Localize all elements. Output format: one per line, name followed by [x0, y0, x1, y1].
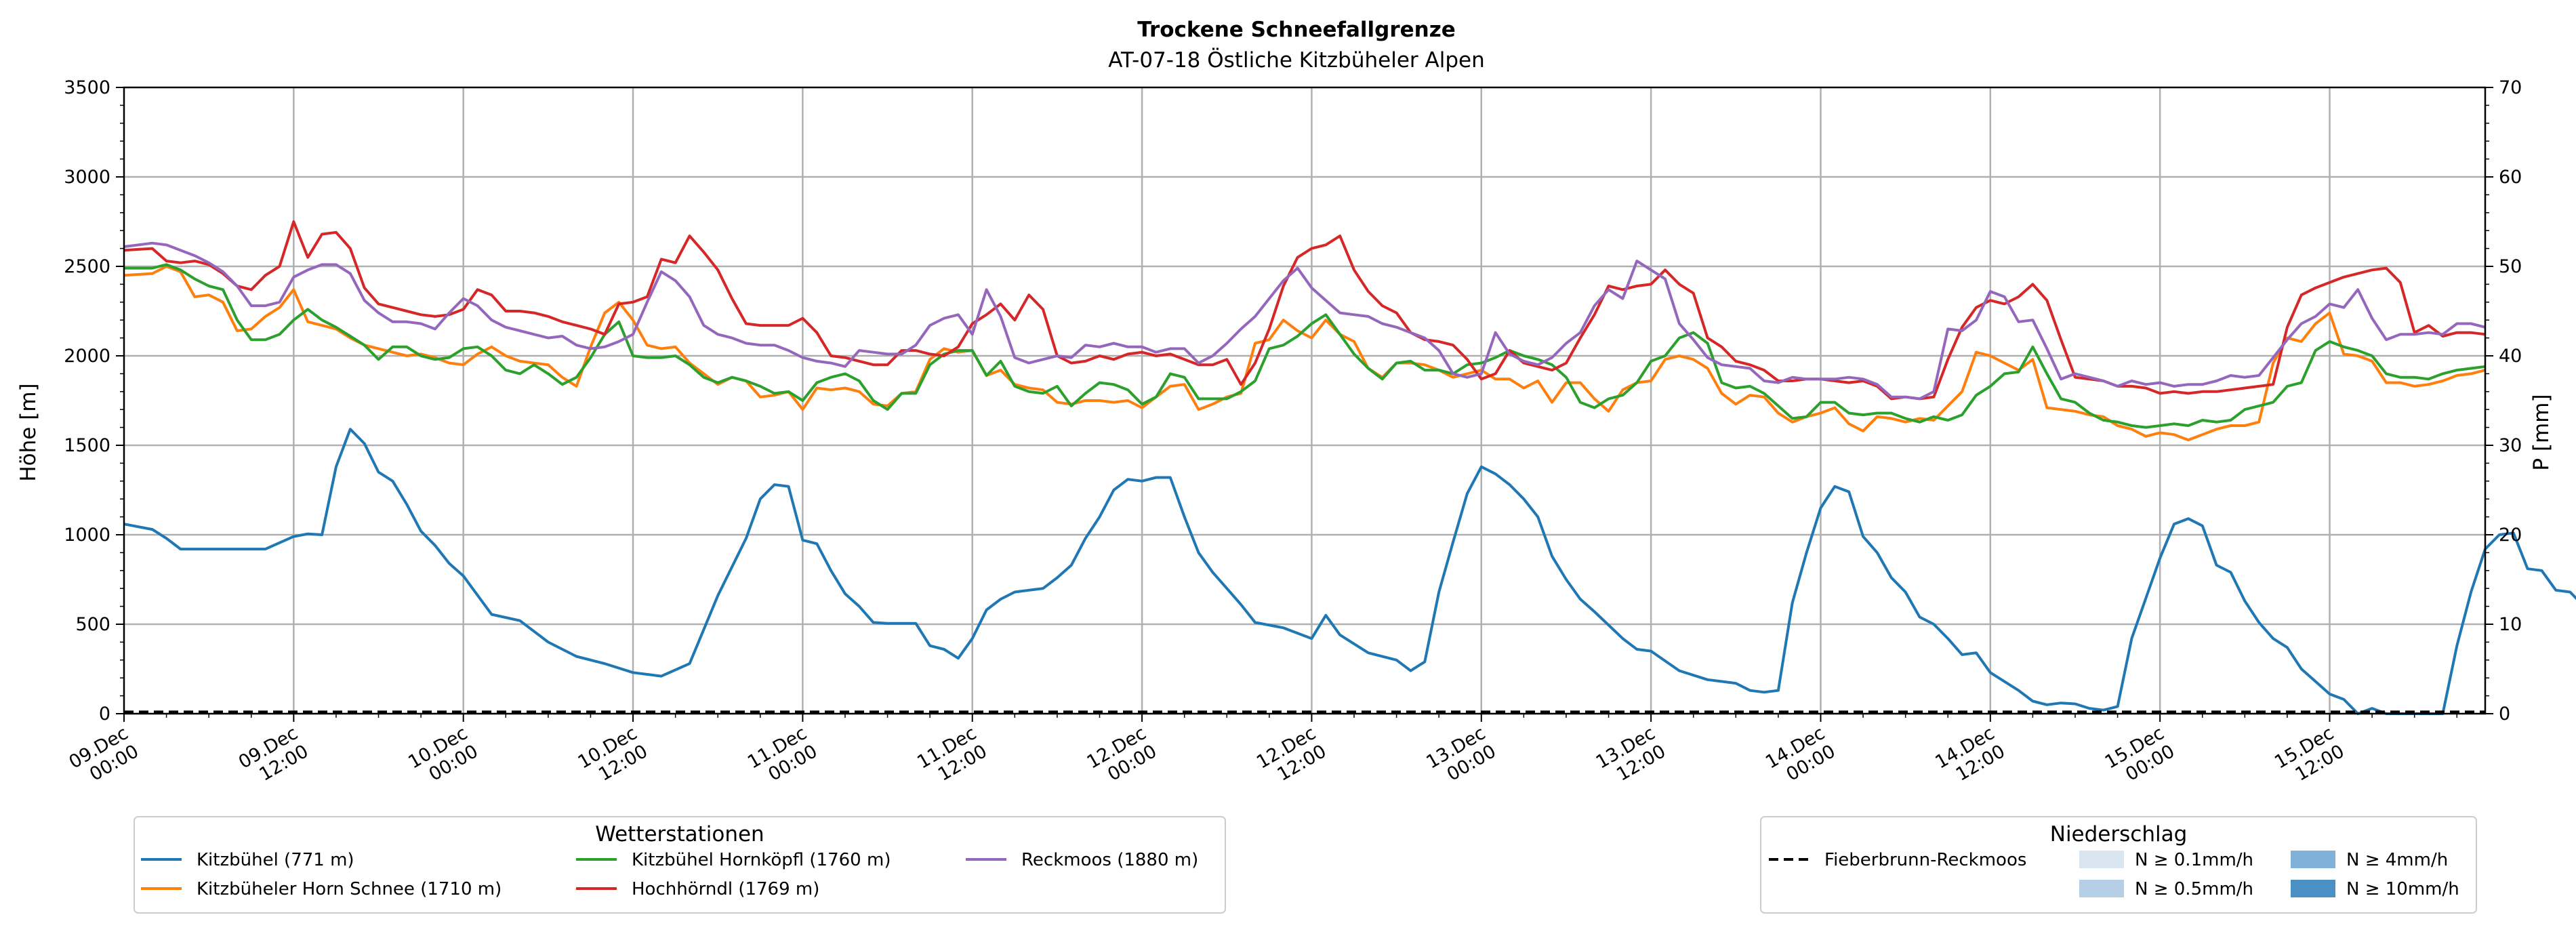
x-tick-label: 15.Dec12:00 — [2271, 723, 2348, 791]
legend-precip-label: N ≥ 0.1mm/h — [2135, 850, 2253, 870]
x-tick-label: 11.Dec12:00 — [914, 723, 990, 791]
legend-swatch — [2291, 851, 2335, 868]
y-tick-label: 3500 — [64, 77, 110, 98]
legend-precip-label: N ≥ 10mm/h — [2346, 879, 2459, 899]
series-line-kitzb-heler-horn-schnee-1710-m — [123, 265, 2486, 442]
x-tick-label: 10.Dec12:00 — [575, 723, 651, 791]
x-tick-label: 09.Dec12:00 — [235, 723, 312, 791]
x-tick-label: 14.Dec00:00 — [1762, 723, 1839, 791]
legend-precip-title: Niederschlag — [2050, 822, 2188, 847]
y-right-tick-label: 70 — [2499, 77, 2522, 98]
y-right-tick-label: 0 — [2499, 704, 2510, 725]
legend-stations-label: Kitzbühel (771 m) — [197, 850, 354, 870]
legend-precip-label: Fieberbrunn-Reckmoos — [1824, 850, 2026, 870]
chart-subtitle: AT-07-18 Östliche Kitzbüheler Alpen — [1108, 47, 1484, 73]
y-tick-label: 1500 — [64, 435, 110, 456]
legend-stations: Wetterstationen Kitzbühel (771 m) Kitzbühe… — [134, 816, 1226, 914]
x-tick-label: 13.Dec00:00 — [1423, 723, 1499, 791]
legend-stations-frame — [134, 816, 1226, 914]
y-right-tick-label: 50 — [2499, 256, 2522, 277]
y-tick-label: 500 — [75, 614, 110, 635]
x-tick-label: 15.Dec00:00 — [2102, 723, 2178, 791]
legend-precipitation: Niederschlag Fieberbrunn-Reckmoos N ≥ 0.1m… — [1760, 816, 2477, 914]
y-right-tick-label: 10 — [2499, 614, 2522, 635]
y-tick-label: 1000 — [64, 525, 110, 546]
y-right-tick-label: 30 — [2499, 435, 2522, 456]
x-tick-label: 10.Dec00:00 — [405, 723, 481, 791]
x-tick-label: 14.Dec12:00 — [1931, 723, 2008, 791]
legend-precip-label: N ≥ 0.5mm/h — [2135, 879, 2253, 899]
y-tick-label: 2500 — [64, 256, 110, 277]
y-right-tick-label: 40 — [2499, 346, 2522, 367]
plot-frame — [123, 86, 2487, 715]
series-group — [123, 220, 2576, 715]
y-right-tick-label: 60 — [2499, 167, 2522, 188]
y-axis-label: Höhe [m] — [16, 383, 41, 481]
grid — [124, 87, 2485, 714]
legend-stations-label: Hochhörndl (1769 m) — [632, 879, 819, 899]
legend-stations-title: Wetterstationen — [595, 822, 764, 847]
x-tick-label: 13.Dec12:00 — [1593, 723, 1669, 791]
series-line-kitzb-hel-771-m — [123, 428, 2576, 715]
legend-stations-label: Reckmoos (1880 m) — [1021, 850, 1198, 870]
x-tick-label: 12.Dec00:00 — [1084, 723, 1160, 791]
legend-stations-label: Kitzbühel Hornköpfl (1760 m) — [632, 850, 891, 870]
y-tick-label: 3000 — [64, 167, 110, 188]
y-tick-label: 0 — [99, 704, 110, 725]
x-tick-label: 11.Dec00:00 — [744, 723, 821, 791]
series-line-kitzb-hel-hornk-pfl-1760-m — [124, 263, 2486, 429]
series-line-reckmoos-1880-m — [123, 241, 2486, 401]
legend-swatch — [2291, 880, 2335, 897]
x-tick-label: 09.Dec00:00 — [66, 723, 142, 791]
legend-precip-label: N ≥ 4mm/h — [2346, 850, 2448, 870]
y-axis-right-label: P [mm] — [2529, 394, 2554, 470]
axes: 0 500 1000 1500 2000 2500 3000 3500 0 10 20 30 40 50 6… — [64, 77, 2522, 791]
series-line-hochh-rndl-1769-m — [123, 220, 2486, 401]
y-right-tick-label: 20 — [2499, 525, 2522, 546]
legend-stations-label: Kitzbüheler Horn Schnee (1710 m) — [197, 879, 502, 899]
legend-swatch — [2079, 851, 2124, 868]
x-tick-label: 12.Dec12:00 — [1253, 723, 1330, 791]
legend-swatch — [2079, 880, 2124, 897]
y-tick-label: 2000 — [64, 346, 110, 367]
chart-title: Trockene Schneefallgrenze — [1137, 18, 1456, 42]
